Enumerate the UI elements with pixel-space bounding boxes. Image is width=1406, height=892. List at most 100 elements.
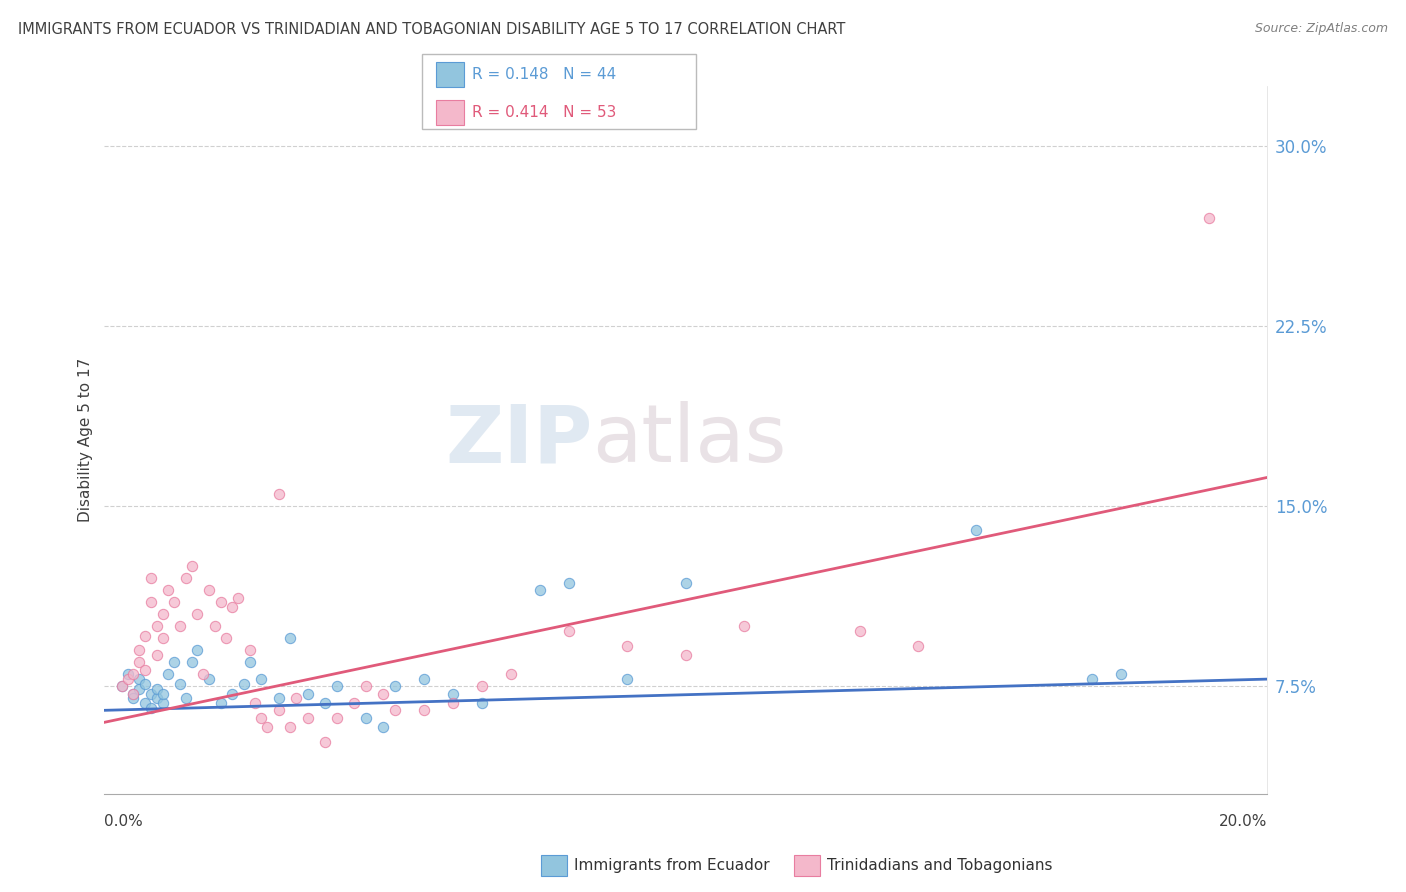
Point: [186, 607, 208, 622]
Point: [152, 632, 174, 646]
Point: [221, 686, 243, 700]
Point: [122, 686, 145, 700]
Point: [215, 632, 238, 646]
Point: [280, 720, 302, 734]
Point: [180, 656, 202, 670]
Point: [174, 571, 197, 585]
Point: [209, 595, 232, 609]
Point: [675, 648, 697, 662]
Point: [152, 686, 174, 700]
Point: [139, 595, 162, 609]
Point: [145, 691, 167, 706]
Point: [267, 691, 290, 706]
Point: [250, 672, 273, 686]
Point: [354, 710, 377, 724]
Point: [441, 696, 464, 710]
Point: [134, 677, 156, 691]
Point: [675, 576, 697, 591]
Point: [152, 607, 174, 622]
Text: Immigrants from Ecuador: Immigrants from Ecuador: [574, 858, 769, 872]
Point: [965, 524, 987, 538]
Point: [297, 710, 319, 724]
Point: [413, 672, 436, 686]
Point: [193, 667, 215, 681]
Y-axis label: Disability Age 5 to 17: Disability Age 5 to 17: [79, 359, 93, 523]
Point: [441, 686, 464, 700]
Point: [139, 686, 162, 700]
Point: [529, 583, 551, 598]
Point: [180, 559, 202, 574]
Point: [907, 639, 929, 653]
Point: [198, 672, 221, 686]
Point: [616, 672, 638, 686]
Point: [250, 710, 273, 724]
Point: [157, 667, 180, 681]
Point: [163, 595, 186, 609]
Point: [1111, 667, 1133, 681]
Text: 20.0%: 20.0%: [1219, 814, 1267, 829]
Point: [226, 591, 249, 605]
Point: [314, 696, 336, 710]
Point: [239, 656, 262, 670]
Point: [111, 679, 134, 693]
Point: [157, 583, 180, 598]
Point: [139, 701, 162, 715]
Point: [145, 681, 167, 696]
Text: R = 0.414   N = 53: R = 0.414 N = 53: [472, 105, 617, 120]
Point: [471, 679, 494, 693]
Point: [501, 667, 523, 681]
Point: [343, 696, 366, 710]
Point: [134, 696, 156, 710]
Point: [221, 600, 243, 615]
Point: [373, 720, 395, 734]
Point: [256, 720, 278, 734]
Point: [326, 679, 349, 693]
Point: [122, 691, 145, 706]
Point: [1198, 211, 1220, 226]
Point: [413, 703, 436, 717]
Point: [152, 696, 174, 710]
Point: [267, 703, 290, 717]
Point: [198, 583, 221, 598]
Point: [558, 576, 581, 591]
Point: [134, 663, 156, 677]
Point: [239, 643, 262, 657]
Text: Trinidadians and Tobagonians: Trinidadians and Tobagonians: [827, 858, 1052, 872]
Point: [1081, 672, 1104, 686]
Point: [384, 703, 406, 717]
Point: [354, 679, 377, 693]
Point: [314, 734, 336, 748]
Point: [616, 639, 638, 653]
Point: [280, 632, 302, 646]
Point: [163, 656, 186, 670]
Point: [186, 643, 208, 657]
Point: [145, 648, 167, 662]
Point: [232, 677, 254, 691]
Point: [169, 619, 191, 633]
Point: [204, 619, 226, 633]
Point: [122, 686, 145, 700]
Point: [267, 487, 290, 501]
Point: [297, 686, 319, 700]
Point: [128, 656, 150, 670]
Point: [245, 696, 267, 710]
Point: [128, 672, 150, 686]
Point: [128, 681, 150, 696]
Point: [209, 696, 232, 710]
Text: ZIP: ZIP: [446, 401, 592, 479]
Text: Source: ZipAtlas.com: Source: ZipAtlas.com: [1254, 22, 1388, 36]
Text: R = 0.148   N = 44: R = 0.148 N = 44: [472, 67, 617, 82]
Point: [122, 667, 145, 681]
Point: [373, 686, 395, 700]
Point: [117, 667, 139, 681]
Point: [117, 672, 139, 686]
Point: [169, 677, 191, 691]
Text: IMMIGRANTS FROM ECUADOR VS TRINIDADIAN AND TOBAGONIAN DISABILITY AGE 5 TO 17 COR: IMMIGRANTS FROM ECUADOR VS TRINIDADIAN A…: [18, 22, 845, 37]
Point: [326, 710, 349, 724]
Text: atlas: atlas: [592, 401, 787, 479]
Point: [134, 629, 156, 643]
Point: [471, 696, 494, 710]
Point: [733, 619, 755, 633]
Point: [558, 624, 581, 639]
Point: [285, 691, 308, 706]
